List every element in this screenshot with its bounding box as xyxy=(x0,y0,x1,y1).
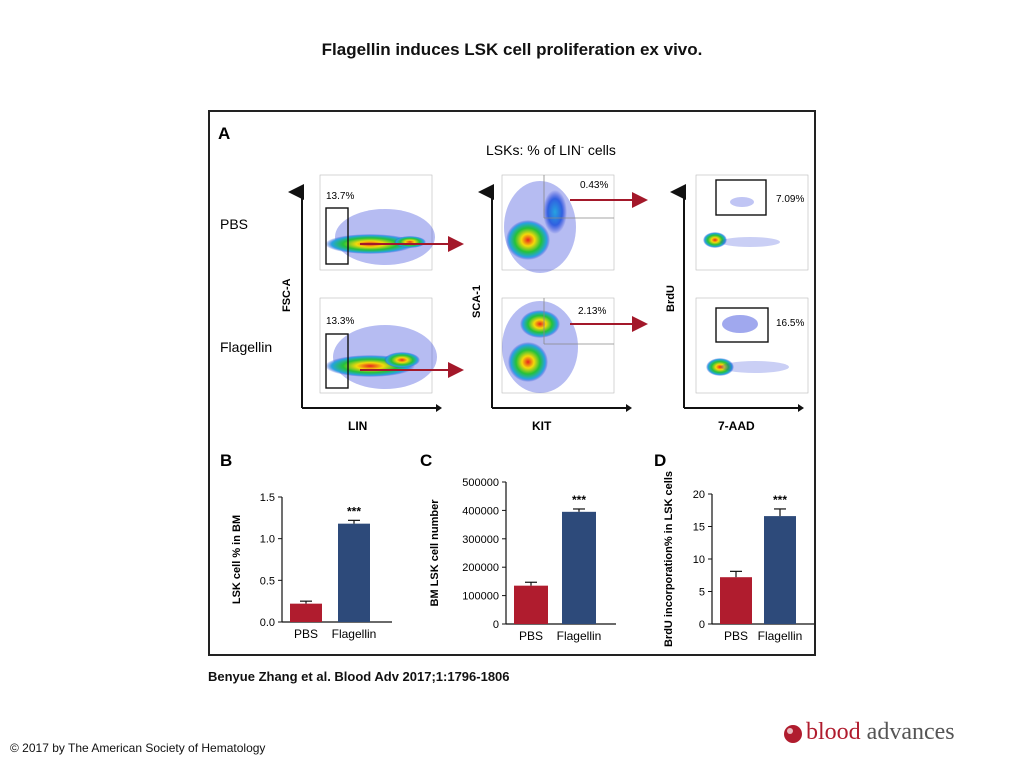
gate-pbs-2: 0.43% xyxy=(580,180,608,191)
chart-d-category-label: PBS xyxy=(724,629,748,643)
chart-c-tick-label: 500000 xyxy=(462,477,499,489)
chart-c-tick-label: 300000 xyxy=(462,534,499,546)
panel-a-label: A xyxy=(218,124,230,143)
row-label-pbs: PBS xyxy=(220,216,248,232)
chart-d-y-label: BrdU incorporation% in LSK cells xyxy=(663,471,675,647)
journal-logo: blood advances xyxy=(782,719,982,751)
bar-charts: 0.0 0.5 1.0 1.5 LSK cell % in BM PBS Flagellin… xyxy=(231,471,814,647)
panel-d-label: D xyxy=(654,451,666,470)
flow-plot-pbs-lin-fsc: 13.7% xyxy=(319,174,435,271)
copyright: © 2017 by The American Society of Hemato… xyxy=(10,741,266,755)
chart-c-tick-label: 400000 xyxy=(462,505,499,517)
gate-pbs-1: 13.7% xyxy=(326,191,354,202)
gate-flag-1: 13.3% xyxy=(326,316,354,327)
figure-svg: A LSKs: % of LIN- cells PBS Flagellin FS… xyxy=(218,124,814,647)
gate-flag-3: 16.5% xyxy=(776,318,804,329)
chart-b-tick-label: 1.5 xyxy=(260,492,275,504)
chart-d-tick-label: 20 xyxy=(693,489,705,501)
chart-b-bar-pbs xyxy=(290,603,322,622)
col2-x-label: KIT xyxy=(532,419,552,433)
chart-b-category-label: Flagellin xyxy=(332,627,377,641)
col1-x-label: LIN xyxy=(348,419,367,433)
chart-d-category-label: Flagellin xyxy=(758,629,803,643)
chart-c-y-label: BM LSK cell number xyxy=(429,499,441,607)
chart-b-tick-label: 0.0 xyxy=(260,617,275,629)
blood-drop-icon xyxy=(784,725,802,743)
gate-flag-2: 2.13% xyxy=(578,306,606,317)
flow-plot-flag-kit-sca: 2.13% xyxy=(501,297,615,394)
chart-c-bar-pbs xyxy=(514,585,548,624)
row-label-flagellin: Flagellin xyxy=(220,339,272,355)
chart-b-y-label: LSK cell % in BM xyxy=(231,515,243,604)
chart-b-tick-label: 1.0 xyxy=(260,534,275,546)
chart-b-category-label: PBS xyxy=(294,627,318,641)
chart-d-significance: *** xyxy=(773,493,787,507)
chart-b-tick-label: 0.5 xyxy=(260,575,275,587)
col1-y-label: FSC-A xyxy=(281,278,293,312)
chart-c-tick-label: 100000 xyxy=(462,591,499,603)
panel-c-label: C xyxy=(420,451,432,470)
chart-c-significance: *** xyxy=(572,493,586,507)
panel-b-label: B xyxy=(220,451,232,470)
figure-title: Flagellin induces LSK cell proliferation… xyxy=(321,40,703,59)
chart-c-tick-label: 0 xyxy=(493,619,499,631)
flow-plot-flag-lin-fsc: 13.3% xyxy=(319,297,437,394)
chart-c-category-label: Flagellin xyxy=(557,629,602,643)
chart-c-category-label: PBS xyxy=(519,629,543,643)
chart-b-significance: *** xyxy=(347,504,361,518)
gate-pbs-3: 7.09% xyxy=(776,194,804,205)
col3-x-label: 7-AAD xyxy=(718,419,755,433)
chart-b-bar-flagellin xyxy=(338,523,370,622)
chart-d-tick-label: 0 xyxy=(699,619,705,631)
chart-d-tick-label: 5 xyxy=(699,587,705,599)
chart-d-tick-label: 10 xyxy=(693,554,705,566)
col3-y-label: BrdU xyxy=(665,285,677,312)
chart-d-bar-pbs xyxy=(720,577,752,624)
flow-plot-flag-7aad-brdu: 16.5% xyxy=(695,297,809,394)
citation: Benyue Zhang et al. Blood Adv 2017;1:179… xyxy=(208,669,510,684)
chart-d-tick-label: 15 xyxy=(693,522,705,534)
figure-panel: A LSKs: % of LIN- cells PBS Flagellin FS… xyxy=(208,110,816,656)
chart-c-tick-label: 200000 xyxy=(462,562,499,574)
chart-d-bar-flagellin xyxy=(764,516,796,624)
flow-plot-pbs-7aad-brdu: 7.09% xyxy=(695,174,809,271)
chart-c-bar-flagellin xyxy=(562,511,596,624)
panel-a-header: LSKs: % of LIN- cells xyxy=(486,142,616,158)
logo-word-blood: blood xyxy=(806,719,861,745)
flow-plot-pbs-kit-sca: 0.43% xyxy=(501,174,615,273)
logo-word-advances: advances xyxy=(866,719,955,745)
col2-y-label: SCA-1 xyxy=(471,285,483,318)
